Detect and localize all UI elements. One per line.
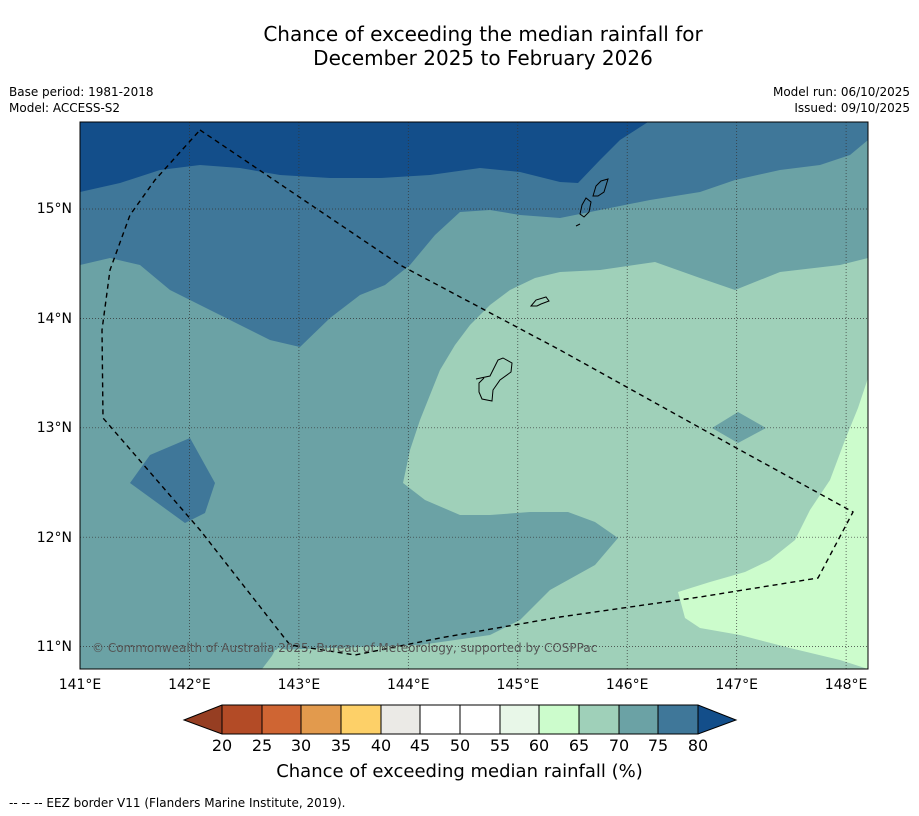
cbar-tick-40: 40: [370, 736, 392, 755]
model-name: Model: ACCESS-S2: [9, 101, 121, 115]
cbar-tick-75: 75: [647, 736, 669, 755]
colorbar-swatch-50-55: [460, 705, 500, 734]
map-title: Chance of exceeding the median rainfall …: [0, 22, 919, 70]
colorbar-swatch-35-40: [341, 705, 381, 734]
zone-75-80-patch: [130, 438, 215, 523]
zone-60-65: [678, 378, 868, 669]
x-tick-143: 143°E: [278, 677, 321, 693]
x-axis-labels: 141°E 142°E 143°E 144°E 145°E 146°E 147°…: [59, 677, 868, 693]
islands: [475, 178, 609, 402]
island-rota: [529, 296, 550, 307]
x-tick-141: 141°E: [59, 677, 102, 693]
zone-70-75-patch: [712, 412, 766, 443]
colorbar-extend-right: [698, 705, 736, 734]
issued-date: Issued: 09/10/2025: [794, 101, 910, 115]
colorbar-extend-left: [184, 705, 222, 734]
y-tick-12: 12°N: [37, 530, 72, 546]
island-guam: [475, 357, 513, 402]
y-tick-14: 14°N: [37, 311, 72, 327]
title-line-1: Chance of exceeding the median rainfall …: [263, 22, 703, 46]
x-tick-142: 142°E: [168, 677, 211, 693]
colorbar-label: Chance of exceeding median rainfall (%): [276, 761, 643, 782]
x-tick-148: 148°E: [825, 677, 868, 693]
title-line-2: December 2025 to February 2026: [313, 46, 653, 70]
x-tick-147: 147°E: [715, 677, 758, 693]
meta-left: Base period: 1981-2018 Model: ACCESS-S2: [9, 84, 154, 116]
y-tick-15: 15°N: [37, 201, 72, 217]
eez-footnote: -- -- -- EEZ border V11 (Flanders Marine…: [9, 796, 346, 810]
cbar-tick-35: 35: [330, 736, 352, 755]
colorbar-swatch-30-35: [301, 705, 341, 734]
eez-border: [101, 129, 854, 656]
cbar-tick-65: 65: [568, 736, 590, 755]
cbar-tick-50: 50: [449, 736, 471, 755]
cbar-tick-20: 20: [211, 736, 233, 755]
colorbar-swatch-40-45: [381, 705, 421, 734]
cbar-tick-55: 55: [489, 736, 511, 755]
y-tick-11: 11°N: [37, 639, 72, 655]
cbar-tick-45: 45: [409, 736, 431, 755]
x-tick-144: 144°E: [387, 677, 430, 693]
map-fill-layer: [80, 122, 868, 669]
colorbar-swatch-25-30: [262, 705, 302, 734]
graticule: [80, 122, 868, 669]
cbar-tick-80: 80: [687, 736, 709, 755]
meta-right: Model run: 06/10/2025 Issued: 09/10/2025: [773, 84, 910, 116]
zone-65-70-south: [262, 648, 330, 669]
map-frame: [79, 121, 869, 670]
colorbar: [182, 704, 738, 735]
copyright-notice: © Commonwealth of Australia 2025, Bureau…: [92, 641, 598, 655]
cbar-tick-60: 60: [528, 736, 550, 755]
x-tick-145: 145°E: [497, 677, 540, 693]
model-run: Model run: 06/10/2025: [772, 85, 910, 99]
colorbar-swatch-75-80: [658, 705, 698, 734]
zone-65-70: [270, 258, 868, 669]
x-tick-146: 146°E: [606, 677, 649, 693]
colorbar-swatch-60-65: [539, 705, 579, 734]
island-tinian: [579, 197, 592, 218]
cbar-tick-25: 25: [251, 736, 273, 755]
y-tick-13: 13°N: [37, 420, 72, 436]
base-period: Base period: 1981-2018: [9, 85, 154, 99]
cbar-tick-70: 70: [608, 736, 630, 755]
colorbar-swatch-55-60: [500, 705, 540, 734]
island-saipan: [592, 178, 609, 197]
colorbar-swatch-65-70: [579, 705, 619, 734]
y-axis-labels: 11°N 12°N 13°N 14°N 15°N: [37, 201, 72, 655]
colorbar-swatch-45-50: [420, 705, 460, 734]
cbar-tick-30: 30: [290, 736, 312, 755]
colorbar-swatch-70-75: [619, 705, 659, 734]
zone-above-80: [80, 122, 648, 192]
island-aguijan: [575, 223, 581, 227]
colorbar-swatch-20-25: [222, 705, 262, 734]
